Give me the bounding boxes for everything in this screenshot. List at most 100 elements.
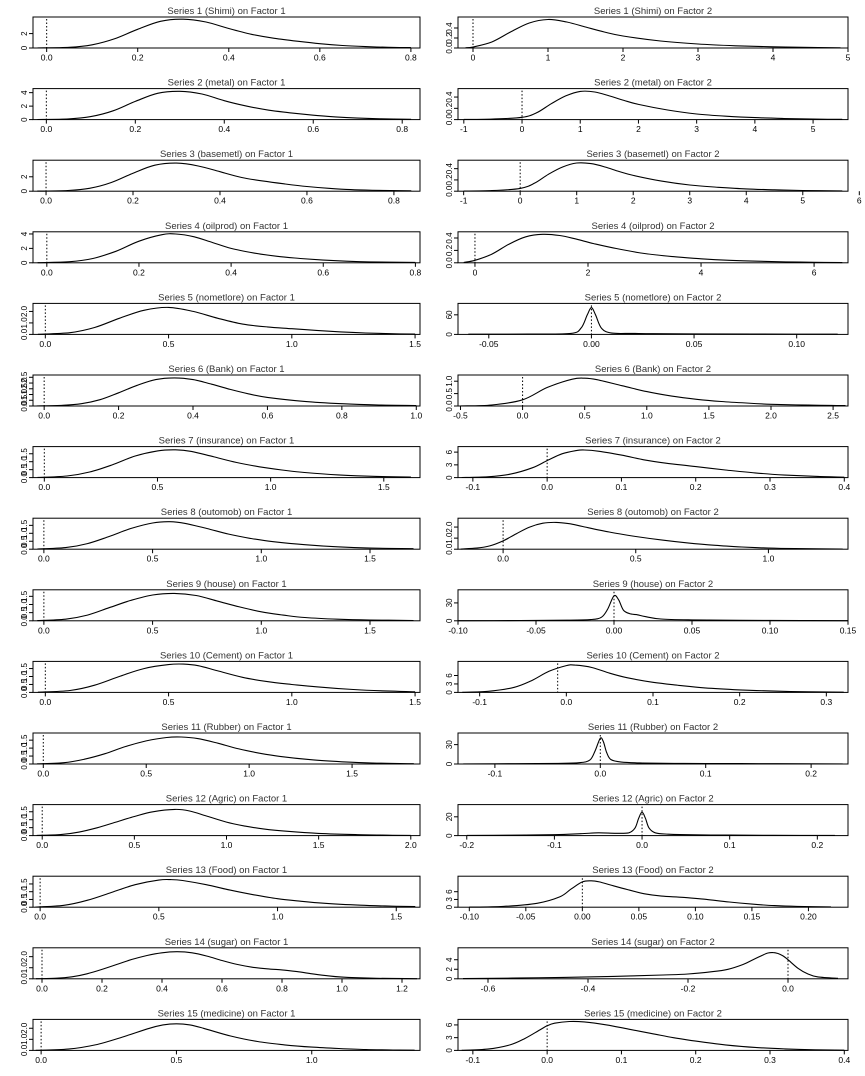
x-tick-label: -0.05 bbox=[479, 339, 499, 349]
x-tick-label: 0.2 bbox=[132, 53, 144, 63]
y-tick-label: 2.0 bbox=[445, 521, 454, 533]
y-tick-label: 2.5 bbox=[20, 371, 29, 383]
x-tick-label: 1.5 bbox=[703, 411, 715, 421]
plot-frame bbox=[457, 660, 849, 693]
x-tick-label: 0.15 bbox=[744, 912, 761, 922]
plot-frame bbox=[457, 947, 849, 980]
x-tick-label: 0.0 bbox=[36, 983, 48, 993]
density-panel-series-15-factor-1: Series 15 (medicine) on Factor 1 0.0 0.5 1.… bbox=[20, 1008, 421, 1065]
density-curve bbox=[37, 663, 416, 693]
y-tick-label: 0.0 bbox=[20, 328, 29, 340]
x-tick-label: 0.15 bbox=[840, 625, 857, 635]
density-curve bbox=[460, 521, 843, 550]
density-curve bbox=[36, 377, 417, 407]
x-tick-label: 0.4 bbox=[218, 124, 230, 134]
y-tick-label: 0.5 bbox=[445, 387, 454, 399]
y-tick-label: 0.2 bbox=[445, 102, 454, 114]
density-curve bbox=[37, 90, 412, 121]
y-tick-label: 2.0 bbox=[20, 305, 29, 317]
y-tick-label: 0 bbox=[445, 976, 454, 981]
x-tick-label: 0.0 bbox=[37, 769, 49, 779]
y-tick-label: 4 bbox=[20, 90, 29, 95]
x-tick-label: 0.6 bbox=[307, 124, 319, 134]
x-tick-label: 0.5 bbox=[128, 840, 140, 850]
x-tick-label: 0 bbox=[471, 53, 476, 63]
plot-frame bbox=[32, 159, 421, 192]
panel-title: Series 8 (outomob) on Factor 1 bbox=[161, 507, 292, 518]
x-tick-label: -0.10 bbox=[448, 625, 468, 635]
x-tick-label: 4 bbox=[752, 124, 757, 134]
plot-frame bbox=[457, 374, 849, 407]
density-curve bbox=[37, 18, 411, 49]
density-panel-series-8-factor-1: Series 8 (outomob) on Factor 10.0 0.5 1.0 1… bbox=[20, 507, 421, 564]
density-curve bbox=[37, 449, 411, 478]
panel-title: Series 6 (Bank) on Factor 1 bbox=[168, 364, 284, 375]
x-tick-label: 0.0 bbox=[38, 625, 50, 635]
panel-title: Series 10 (Cement) on Factor 2 bbox=[586, 650, 719, 661]
y-tick-label: 0.4 bbox=[445, 163, 454, 175]
density-curve bbox=[465, 18, 841, 49]
plot-frame bbox=[457, 231, 849, 264]
plot-frame bbox=[32, 16, 421, 49]
x-tick-label: 2.0 bbox=[405, 840, 417, 850]
panel-title: Series 9 (house) on Factor 2 bbox=[593, 579, 713, 590]
x-tick-label: -0.10 bbox=[460, 912, 480, 922]
y-tick-label: 0.0 bbox=[445, 400, 454, 412]
x-tick-label: -0.05 bbox=[516, 912, 536, 922]
y-tick-label: 0 bbox=[445, 475, 454, 480]
y-tick-label: 0.0 bbox=[20, 471, 29, 483]
x-tick-label: 0.2 bbox=[96, 983, 108, 993]
y-tick-label: 0 bbox=[445, 690, 454, 695]
y-tick-label: 1.0 bbox=[20, 1033, 29, 1045]
x-tick-label: 1 bbox=[578, 124, 583, 134]
density-panel-series-12-factor-1: Series 12 (Agric) on Factor 10.0 0.5 1.0 1.… bbox=[20, 794, 421, 850]
density-curve bbox=[37, 592, 414, 622]
panel-title: Series 13 (Food) on Factor 1 bbox=[166, 865, 287, 876]
y-tick-label: 3 bbox=[445, 1035, 454, 1040]
y-tick-label: 0.0 bbox=[20, 758, 29, 770]
x-tick-label: 5 bbox=[800, 196, 805, 206]
y-tick-label: 0.0 bbox=[20, 829, 29, 841]
y-tick-label: 0.5 bbox=[20, 394, 29, 406]
plot-frame bbox=[32, 732, 421, 765]
x-tick-label: 0.8 bbox=[388, 196, 400, 206]
x-tick-label: 0.0 bbox=[40, 124, 52, 134]
x-tick-label: 1 bbox=[574, 196, 579, 206]
x-tick-label: 0.1 bbox=[724, 840, 736, 850]
panel-title: Series 1 (Shimi) on Factor 1 bbox=[167, 6, 285, 17]
y-tick-label: 30 bbox=[445, 598, 454, 607]
density-curve bbox=[462, 952, 839, 980]
y-tick-label: 1.5 bbox=[20, 734, 29, 746]
x-tick-label: 0.0 bbox=[40, 196, 52, 206]
density-curve bbox=[36, 808, 411, 836]
x-tick-label: 0.20 bbox=[800, 912, 817, 922]
x-tick-label: 1.5 bbox=[364, 554, 376, 564]
y-tick-label: 30 bbox=[445, 740, 454, 749]
y-tick-label: 0.0 bbox=[445, 257, 454, 269]
x-tick-label: 0.1 bbox=[700, 769, 712, 779]
density-panel-series-4-factor-1: Series 4 (oilprod) on Factor 1 0.0 0.2 0.4 0… bbox=[20, 221, 422, 277]
panel-title: Series 5 (nometlore) on Factor 2 bbox=[585, 292, 722, 303]
x-tick-label: 0.00 bbox=[606, 625, 623, 635]
y-tick-label: 0.0 bbox=[445, 113, 454, 125]
plot-frame bbox=[32, 1018, 421, 1051]
x-tick-label: 0.4 bbox=[156, 983, 168, 993]
y-tick-label: 0.0 bbox=[20, 615, 29, 627]
y-tick-label: 6 bbox=[445, 889, 454, 894]
x-tick-label: 0.2 bbox=[805, 769, 817, 779]
y-tick-label: 1.5 bbox=[20, 519, 29, 531]
x-tick-label: 0.0 bbox=[782, 983, 794, 993]
y-tick-label: 0 bbox=[20, 188, 29, 193]
y-tick-label: 2 bbox=[20, 246, 29, 251]
plot-frame bbox=[457, 302, 849, 335]
plot-frame bbox=[457, 732, 849, 765]
x-tick-label: 0.5 bbox=[153, 912, 165, 922]
density-panel-series-11-factor-1: Series 11 (Rubber) on Factor 10.0 0.5 1.0 1… bbox=[20, 722, 421, 779]
plot-frame bbox=[457, 875, 849, 908]
density-curve bbox=[469, 880, 832, 908]
x-tick-label: 0.4 bbox=[225, 267, 237, 277]
x-tick-label: -0.1 bbox=[466, 482, 481, 492]
x-tick-label: 0.5 bbox=[140, 769, 152, 779]
x-tick-label: 0.0 bbox=[560, 697, 572, 707]
x-tick-label: 2 bbox=[621, 53, 626, 63]
